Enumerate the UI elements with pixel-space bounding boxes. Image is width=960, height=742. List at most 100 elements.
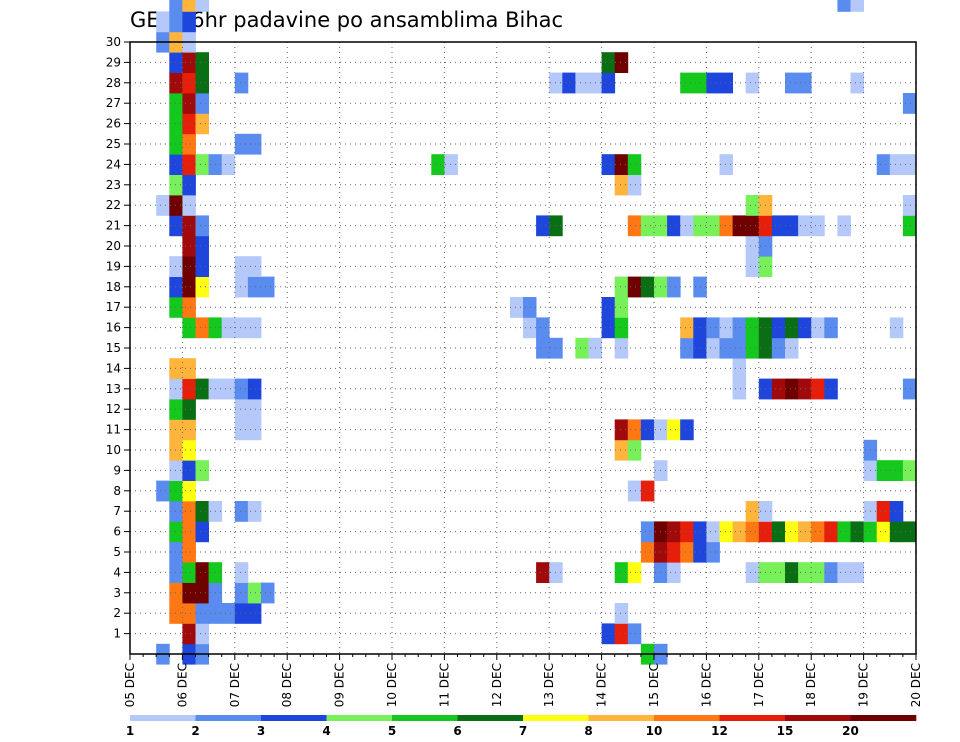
x-tick-label: 07 DEC <box>228 663 242 707</box>
heatmap-cell <box>680 72 694 94</box>
y-tick-label: 23 <box>106 178 121 192</box>
heatmap-cell <box>785 317 799 339</box>
heatmap-cell <box>614 317 629 339</box>
y-tick-label: 3 <box>113 586 121 600</box>
heatmap-cell <box>745 337 760 359</box>
y-tick-label: 6 <box>113 525 121 539</box>
y-tick-label: 15 <box>106 341 121 355</box>
heatmap-cell <box>169 11 183 33</box>
heatmap-cell <box>195 623 209 645</box>
heatmap-cell <box>182 256 196 277</box>
heatmap-cell <box>889 317 904 339</box>
heatmap-cell <box>640 480 655 502</box>
heatmap-cell <box>182 235 196 257</box>
heatmap-cell <box>536 317 550 339</box>
heatmap-cell <box>745 562 760 583</box>
heatmap-cell <box>182 297 196 318</box>
heatmap-cell <box>169 195 183 216</box>
heatmap-cell <box>575 337 589 359</box>
heatmap-cell <box>719 317 733 339</box>
colorbar-label: 10 <box>646 724 663 738</box>
x-axis: 05 DEC 06 DEC 07 DEC 08 DEC 09 DEC 10 DEC 11 D… <box>123 654 923 707</box>
heatmap-cell <box>811 215 825 237</box>
heatmap-cell <box>247 276 262 298</box>
y-tick-label: 12 <box>106 402 121 416</box>
heatmap-cell <box>876 154 891 175</box>
heatmap-cell <box>745 317 760 339</box>
heatmap-cell <box>169 133 183 155</box>
colorbar-swatch <box>523 715 589 721</box>
y-tick-label: 19 <box>106 259 121 273</box>
heatmap-cell <box>601 52 616 73</box>
heatmap-cell <box>195 235 209 257</box>
heatmap-cell <box>889 460 904 481</box>
heatmap-cell <box>667 541 681 563</box>
y-tick-label: 24 <box>106 157 121 171</box>
heatmap-cell <box>627 480 642 502</box>
x-tick-label: 18 DEC <box>804 663 818 707</box>
heatmap-cell <box>195 562 209 583</box>
heatmap-cell <box>680 521 694 543</box>
y-tick-label: 26 <box>106 117 121 131</box>
heatmap-cell <box>182 582 196 604</box>
heatmap-cell <box>169 297 183 318</box>
heatmap-cell <box>614 562 629 583</box>
heatmap-cell <box>169 256 183 277</box>
heatmap-cell <box>614 154 629 175</box>
heatmap-cell <box>182 174 196 196</box>
heatmap-cell <box>876 460 891 481</box>
heatmap-cell <box>247 399 262 420</box>
colorbar-label: 15 <box>777 724 794 738</box>
y-tick-label: 4 <box>113 565 121 579</box>
heatmap-cell <box>719 337 733 359</box>
colorbar-label: 20 <box>842 724 859 738</box>
heatmap-cell <box>234 399 249 420</box>
heatmap-cell <box>195 317 209 339</box>
heatmap-cell <box>247 256 262 277</box>
heatmap-cell <box>706 541 720 563</box>
heatmap-cell <box>195 460 209 481</box>
heatmap-cell <box>667 562 681 583</box>
heatmap-cell <box>627 623 642 645</box>
heatmap-cell <box>261 276 275 298</box>
heatmap-cell <box>902 93 917 114</box>
heatmap-cell <box>169 378 183 400</box>
heatmap-cell <box>221 603 236 624</box>
heatmap-cell <box>156 11 170 33</box>
heatmap-cell <box>195 0 209 12</box>
heatmap-cell <box>195 72 209 94</box>
heatmap-cell <box>732 215 747 237</box>
heatmap-cell <box>169 174 183 196</box>
heatmap-cell <box>247 603 262 624</box>
heatmap-cell <box>169 72 183 94</box>
heatmap-cell <box>745 72 760 94</box>
heatmap-cell <box>614 439 629 461</box>
y-tick-label: 14 <box>106 361 121 375</box>
heatmap-cell <box>234 419 249 441</box>
heatmap-cell <box>182 562 196 583</box>
heatmap-cell <box>811 378 825 400</box>
heatmap-cell <box>221 154 236 175</box>
heatmap-cell <box>889 154 904 175</box>
heatmap-cell <box>902 521 917 543</box>
y-tick-label: 21 <box>106 219 121 233</box>
heatmap-cell <box>850 72 864 94</box>
x-tick-label: 12 DEC <box>490 663 504 707</box>
heatmap-cell <box>431 154 445 175</box>
heatmap-cell <box>706 72 720 94</box>
heatmap-cell <box>234 603 249 624</box>
heatmap-cell <box>247 378 262 400</box>
heatmap-cell <box>601 623 616 645</box>
heatmap-cell <box>247 582 262 604</box>
x-tick-label: 11 DEC <box>437 663 451 707</box>
heatmap-cell <box>182 501 196 522</box>
x-tick-label: 10 DEC <box>385 663 399 707</box>
heatmap-cell <box>850 0 864 12</box>
heatmap-cell <box>234 133 249 155</box>
heatmap-cell <box>182 11 196 33</box>
heatmap-cell <box>182 215 196 237</box>
y-tick-label: 2 <box>113 606 121 620</box>
y-tick-label: 22 <box>106 198 121 212</box>
heatmap-cell <box>234 582 249 604</box>
